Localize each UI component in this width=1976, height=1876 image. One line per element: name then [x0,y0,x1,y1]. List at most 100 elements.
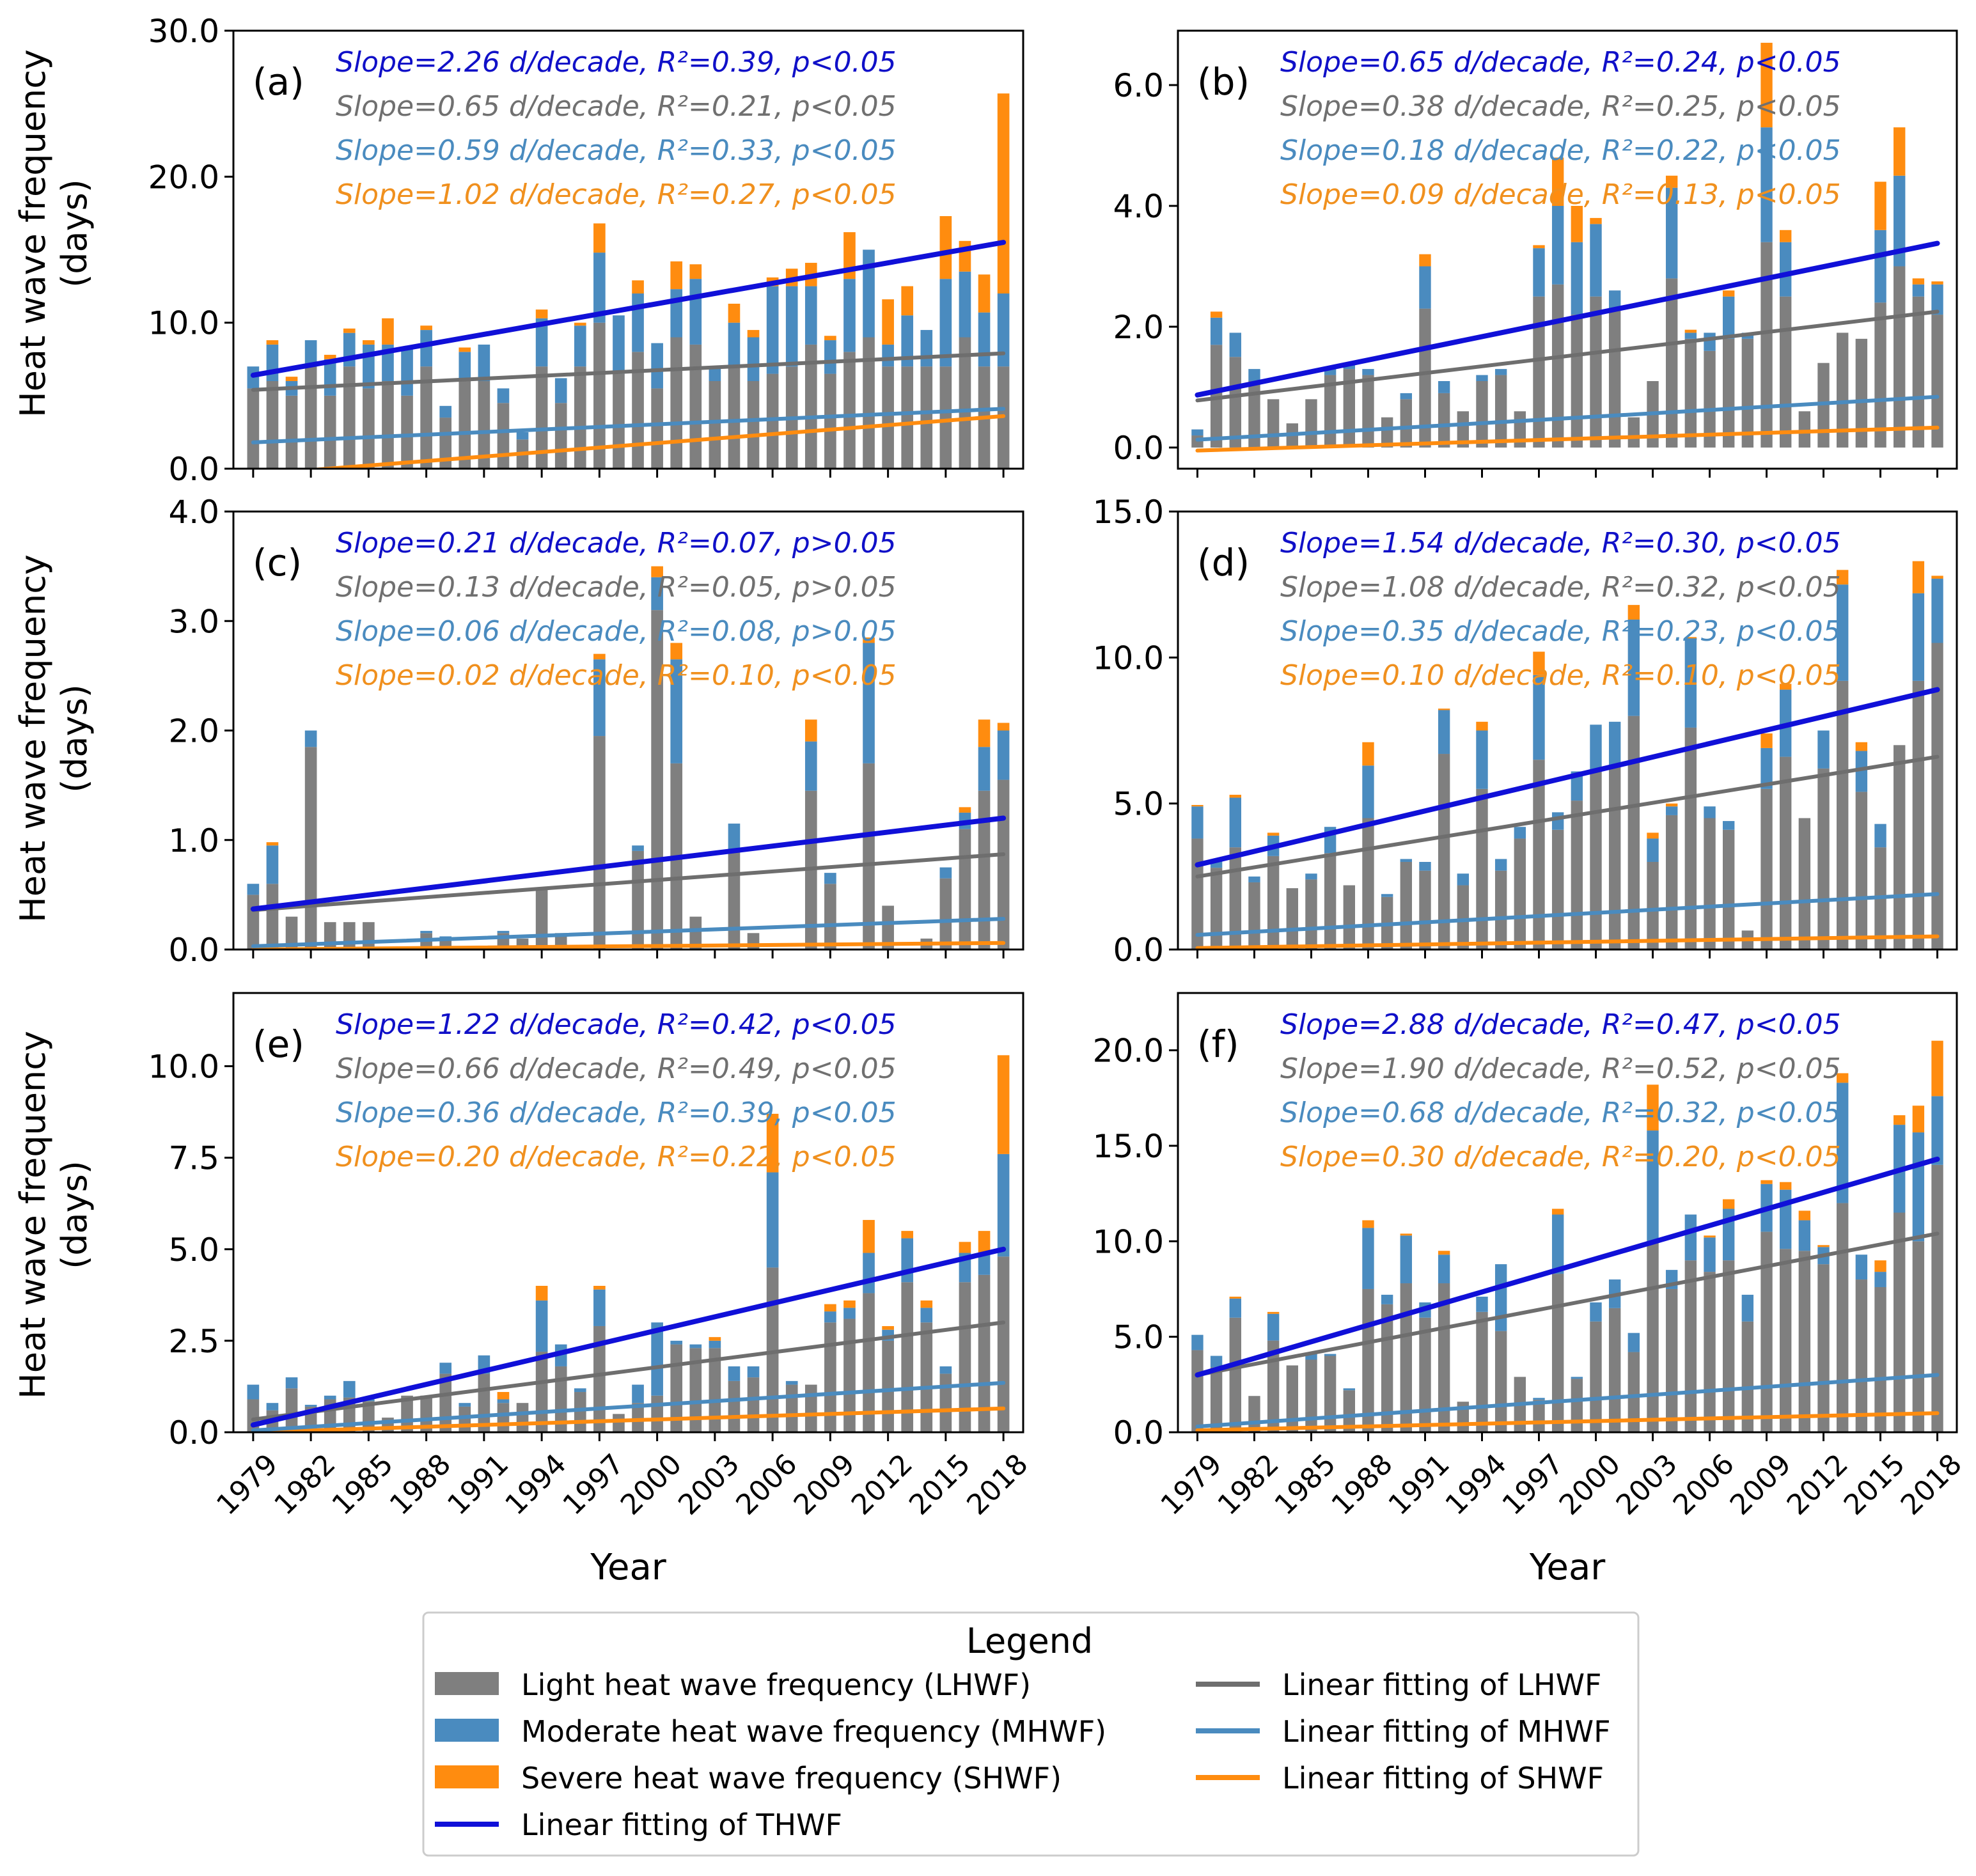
moderate-bar [459,352,471,381]
light-bar [1704,818,1716,950]
light-bar [997,779,1010,950]
light-bar [304,366,317,469]
light-bar [670,337,683,469]
light-bar [304,747,317,950]
moderate-bar [1381,1294,1393,1304]
severe-bar [863,1219,875,1253]
light-bar [843,352,856,469]
light-bar [1229,357,1241,448]
light-bar [1229,1317,1241,1432]
light-bar [766,1267,779,1432]
y-tick-label: 10.0 [1093,1223,1164,1260]
light-bar [1571,1379,1583,1432]
moderate-bar [1210,1356,1223,1368]
light-bar [1343,885,1356,950]
lhwf-fit-line [251,1320,1006,1421]
severe-bar [901,286,914,316]
moderate-bar [1267,1313,1280,1341]
light-bar [1494,870,1507,950]
severe-bar [1647,832,1659,839]
light-bar [1760,788,1773,950]
panel-a: 0.0 10.0 20.0 30.0 (a) Slope=2.26 d/decade, R… [148,13,1024,488]
severe-bar [266,842,279,846]
moderate-bar [997,730,1010,780]
moderate-bar [1571,1377,1583,1379]
light-bar [1419,870,1431,950]
moderate-bar [901,1238,914,1283]
light-bar [1798,411,1811,448]
panel-c: 0.0 1.0 2.0 3.0 4.0 (c) Slope=0.21 d/decade, R… [168,494,1024,969]
light-bar [1267,1340,1280,1432]
moderate-bar [1931,284,1943,315]
light-bar [1894,1212,1906,1432]
legend-entry: Linear fitting of LHWF [1196,1668,1602,1702]
moderate-bar [1798,1220,1811,1251]
stat-line: Slope=2.26 d/decade, R²=0.39, p<0.05 [336,46,897,79]
moderate-bar [304,1405,317,1407]
severe-bar [574,322,586,326]
light-bar [1684,338,1697,448]
ylabel-line1: Heat wave frequency [13,554,53,923]
light-bar [1704,350,1716,448]
moderate-bar [632,845,644,851]
severe-bar [1476,721,1488,731]
severe-bar [1419,254,1431,267]
ylabel-line1: Heat wave frequency [13,49,53,418]
moderate-bar [593,253,606,323]
light-bar [1874,302,1886,448]
mhwf-fit-line [1195,395,1940,442]
light-bar [882,1340,894,1432]
moderate-bar [1571,242,1583,315]
x-axis-label: Year [1529,1547,1606,1588]
moderate-bar [766,1172,779,1268]
y-tick-label: 0.0 [168,932,219,969]
y-tick-label: 3.0 [168,603,219,640]
panel-label: (a) [253,60,304,104]
severe-bar [670,643,683,660]
y-tick-label: 1.0 [168,822,219,859]
light-bar [1571,315,1583,448]
light-bar [1912,296,1925,448]
light-bar [632,850,644,950]
light-bar [920,366,933,469]
moderate-bar [1912,593,1925,681]
plot-area [247,1055,1010,1432]
light-bar [363,388,375,469]
light-bar [1286,888,1298,950]
light-bar [804,1384,817,1432]
severe-bar [420,325,432,331]
moderate-bar [266,1403,279,1411]
moderate-bar [593,659,606,737]
legend-label: Severe heat wave frequency (SHWF) [521,1761,1062,1795]
stat-line: Slope=0.38 d/decade, R²=0.25, p<0.05 [1280,90,1841,123]
panel-label: (f) [1197,1022,1239,1066]
light-bar [1229,847,1241,950]
light-bar [1381,417,1393,448]
ylabel-line2: (days) [54,1161,95,1269]
light-bar [709,381,721,469]
shwf-fit-line [251,1406,1006,1432]
light-bar [593,322,606,469]
light-bar [824,373,836,469]
x-axis-label: Year [590,1547,667,1588]
light-bar [613,373,625,469]
light-bar [863,337,875,469]
light-bar [1608,308,1621,448]
light-bar [1798,818,1811,950]
y-tick-label: 10.0 [1093,639,1164,676]
thwf-fit-line [1195,687,1940,868]
light-bar [1248,381,1260,448]
light-bar [363,922,375,950]
y-tick-label: 20.0 [1093,1033,1164,1070]
ylabel-row-1: Heat wave frequency (days) [13,49,95,418]
shwf-fit-line [303,414,1006,469]
moderate-bar [920,330,933,367]
severe-bar [1931,575,1943,579]
light-bar [1590,1321,1602,1432]
light-bar [420,1395,432,1432]
moderate-bar [266,845,279,884]
legend-label: Linear fitting of LHWF [1282,1668,1602,1702]
light-bar [651,610,663,950]
y-tick-label: 0.0 [168,1414,219,1451]
light-bar [632,1403,644,1432]
